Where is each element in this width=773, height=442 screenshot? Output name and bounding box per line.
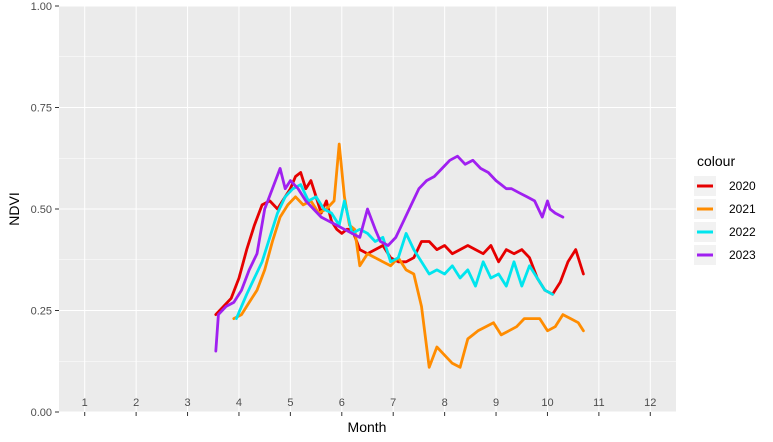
- y-axis-title: NDVI: [6, 192, 22, 225]
- legend-label: 2021: [729, 202, 756, 216]
- month-label: 9: [493, 397, 499, 409]
- month-label: 5: [287, 397, 293, 409]
- month-label: 4: [236, 397, 242, 409]
- legend: colour 2020 2021 2022 2023: [694, 153, 756, 265]
- series-lines: [214, 142, 585, 369]
- axes: 0.00 0.25 0.50 0.75 1.00: [31, 1, 651, 419]
- y-tick-label: 0.25: [31, 306, 52, 318]
- month-labels: 1 2 3 4 5 6 7 8 9 10 11 12: [82, 397, 657, 409]
- legend-title: colour: [697, 153, 735, 169]
- month-label: 11: [593, 397, 604, 409]
- month-label: 6: [339, 397, 345, 409]
- month-label: 7: [390, 397, 396, 409]
- month-label: 12: [644, 397, 656, 409]
- month-label: 8: [442, 397, 448, 409]
- x-axis-title: Month: [348, 419, 387, 435]
- y-tick-label: 1.00: [31, 1, 52, 13]
- series-line-2023: [214, 154, 565, 353]
- month-label: 1: [82, 397, 88, 409]
- y-tick-label: 0.50: [31, 204, 52, 216]
- legend-label: 2020: [729, 179, 756, 193]
- legend-label: 2023: [729, 248, 756, 262]
- legend-items: 2020 2021 2022 2023: [694, 176, 756, 265]
- series-line-2021: [232, 142, 585, 369]
- y-tick-label: 0.00: [31, 407, 52, 419]
- grid-minor: [59, 56, 676, 362]
- month-label: 10: [541, 397, 553, 409]
- y-tick-label: 0.75: [31, 103, 52, 115]
- series-line-2022: [234, 183, 554, 321]
- month-label: 3: [184, 397, 190, 409]
- month-label: 2: [133, 397, 139, 409]
- legend-label: 2022: [729, 225, 756, 239]
